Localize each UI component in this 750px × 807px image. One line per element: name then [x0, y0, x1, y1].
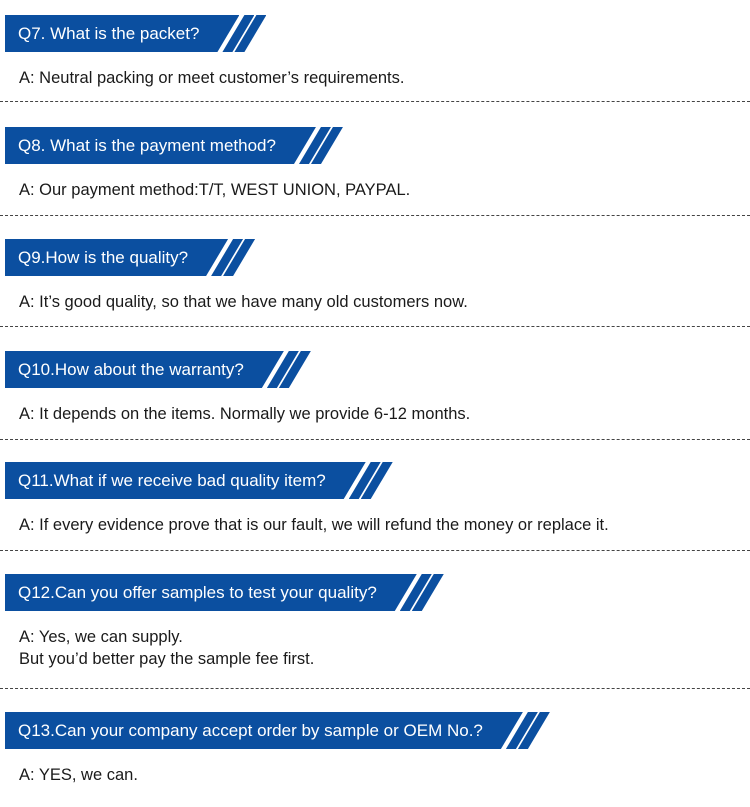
answer-line: A: Our payment method:T/T, WEST UNION, P… [19, 181, 411, 199]
question-text: Q10.How about the warranty? [5, 351, 284, 388]
answer-line: But you’d better pay the sample fee firs… [19, 650, 315, 668]
question-banner: Q11.What if we receive bad quality item? [5, 462, 393, 499]
question-text: Q9.How is the quality? [5, 239, 228, 276]
answer-text: A: It depends on the items. Normally we … [19, 403, 470, 425]
question-banner: Q7. What is the packet? [5, 15, 267, 52]
question-banner: Q9.How is the quality? [5, 239, 256, 276]
question-text: Q7. What is the packet? [5, 15, 239, 52]
dashed-divider [0, 215, 750, 216]
dashed-divider [0, 550, 750, 551]
question-text: Q11.What if we receive bad quality item? [5, 462, 366, 499]
dashed-divider [0, 326, 750, 327]
dashed-divider [0, 439, 750, 440]
answer-line: A: Neutral packing or meet customer’s re… [19, 69, 405, 87]
answer-line: A: It depends on the items. Normally we … [19, 405, 471, 423]
question-banner: Q12.Can you offer samples to test your q… [5, 574, 444, 611]
question-banner: Q13.Can your company accept order by sam… [5, 712, 550, 749]
answer-text: A: YES, we can. [19, 764, 138, 786]
answer-text: A: If every evidence prove that is our f… [19, 514, 609, 536]
dashed-divider [0, 688, 750, 689]
answer-line: A: It’s good quality, so that we have ma… [19, 293, 468, 311]
answer-line: A: Yes, we can supply. [19, 628, 183, 646]
answer-line: A: If every evidence prove that is our f… [19, 516, 609, 534]
answer-text: A: Our payment method:T/T, WEST UNION, P… [19, 179, 410, 201]
question-text: Q13.Can your company accept order by sam… [5, 712, 523, 749]
question-banner: Q10.How about the warranty? [5, 351, 311, 388]
answer-text: A: Yes, we can supply. But you’d better p… [19, 626, 314, 670]
answer-text: A: Neutral packing or meet customer’s re… [19, 67, 404, 89]
question-text: Q12.Can you offer samples to test your q… [5, 574, 417, 611]
question-text: Q8. What is the payment method? [5, 127, 316, 164]
question-banner: Q8. What is the payment method? [5, 127, 343, 164]
dashed-divider [0, 101, 750, 102]
answer-text: A: It’s good quality, so that we have ma… [19, 291, 468, 313]
answer-line: A: YES, we can. [19, 766, 138, 784]
